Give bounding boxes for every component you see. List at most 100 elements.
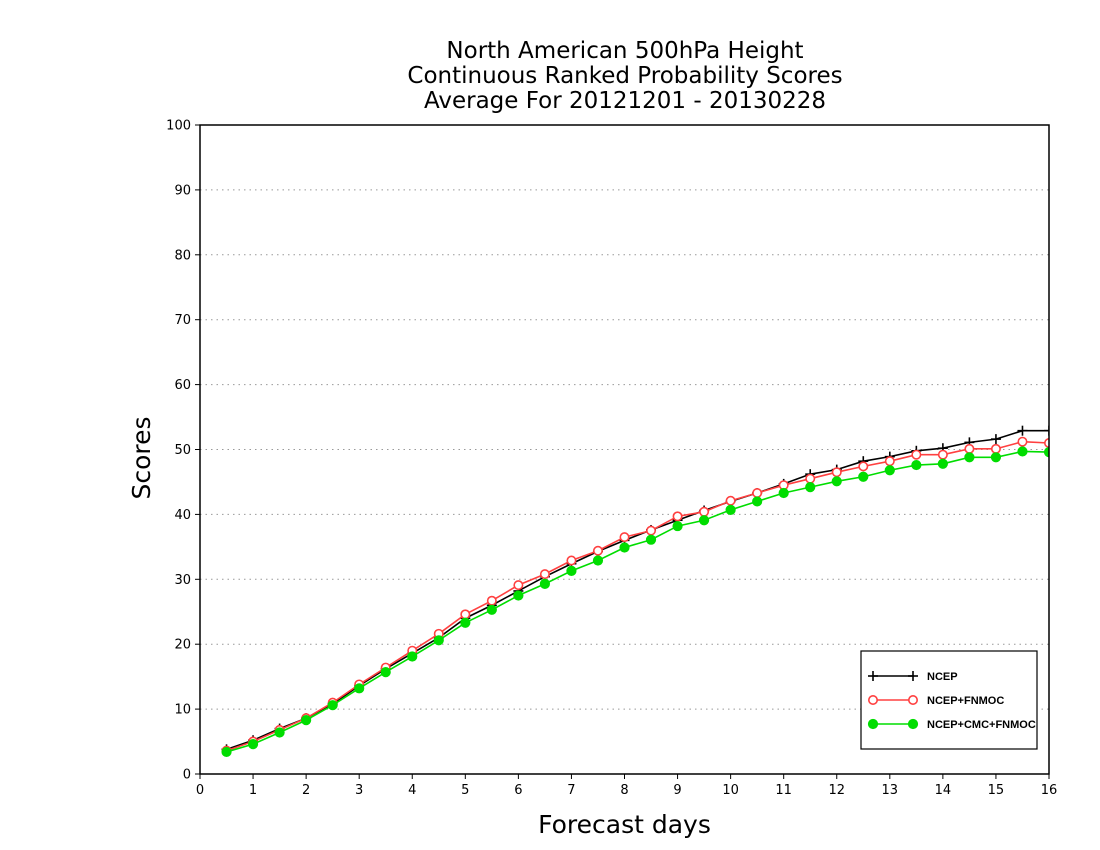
x-tick-label: 7 [567, 783, 575, 798]
data-point [672, 520, 683, 532]
data-point [698, 515, 710, 526]
legend-label: NCEP [927, 671, 958, 683]
data-point [752, 487, 763, 498]
legend-marker [907, 718, 919, 730]
data-point [858, 471, 869, 482]
x-axis-label: Forecast days [538, 810, 711, 839]
data-point [1044, 438, 1049, 449]
data-point [592, 545, 603, 556]
data-point [460, 609, 471, 620]
data-point [831, 476, 842, 487]
legend-label: NCEP+FNMOC [927, 695, 1004, 707]
data-point [486, 595, 497, 606]
data-point [619, 542, 630, 553]
y-axis-label: Scores [127, 416, 156, 499]
y-tick-label: 70 [174, 313, 191, 328]
legend-label: NCEP+CMC+FNMOC [927, 719, 1036, 731]
x-tick-label: 0 [196, 783, 204, 798]
x-tick-label: 1 [249, 783, 257, 798]
y-tick-label: 0 [183, 768, 191, 783]
data-point [858, 461, 869, 472]
data-point [778, 487, 789, 499]
y-tick-label: 20 [174, 638, 191, 653]
data-point [619, 532, 630, 543]
data-point [1043, 446, 1049, 458]
x-tick-label: 4 [408, 783, 416, 798]
data-point [964, 443, 975, 454]
data-point [646, 525, 657, 536]
series-layer [221, 425, 1049, 758]
y-tick-label: 50 [174, 443, 191, 458]
legend: NCEP NCEP+FNMOC NCEP+CMC+FNMOC [860, 650, 1038, 750]
data-point [539, 578, 551, 589]
data-point [539, 569, 550, 580]
data-point [805, 473, 816, 484]
y-tick-label: 100 [166, 119, 191, 134]
data-point [911, 449, 922, 460]
data-point [221, 746, 232, 758]
data-point [380, 667, 391, 678]
data-point [831, 467, 842, 478]
data-point [327, 700, 338, 711]
data-point [354, 683, 365, 694]
legend-item: NCEP+CMC+FNMOC [867, 718, 1036, 731]
y-tick-label: 80 [174, 248, 191, 263]
data-point [247, 739, 259, 750]
legend-marker [867, 718, 879, 730]
data-point [964, 452, 975, 463]
data-point [645, 534, 657, 545]
legend-marker [867, 694, 878, 705]
x-tick-label: 6 [514, 783, 522, 798]
data-point [460, 617, 471, 628]
y-tick-label: 90 [174, 183, 191, 198]
y-tick-label: 10 [174, 703, 191, 718]
legend-marker [907, 694, 918, 705]
data-point [911, 459, 922, 471]
data-point [486, 604, 497, 615]
data-point [937, 449, 948, 460]
data-point [1017, 446, 1028, 457]
x-axis-ticks: 0 1 2 3 4 5 6 7 8 9 10 11 12 13 14 15 16 [196, 774, 1057, 798]
x-tick-label: 10 [722, 783, 739, 798]
y-axis-ticks: 0 10 20 30 40 50 60 70 80 90 100 [166, 119, 200, 783]
chart-title-line: North American 500hPa Height [446, 38, 803, 64]
x-tick-label: 3 [355, 783, 363, 798]
x-tick-label: 14 [935, 783, 952, 798]
data-point [937, 458, 948, 469]
data-point [301, 715, 312, 726]
data-point [513, 580, 524, 591]
data-point [990, 434, 1001, 445]
data-point [672, 511, 683, 522]
x-tick-label: 5 [461, 783, 469, 798]
x-tick-label: 15 [988, 783, 1005, 798]
data-point [513, 590, 524, 601]
series-ncep-cmc-fnmoc [221, 446, 1049, 758]
x-tick-label: 2 [302, 783, 310, 798]
x-tick-label: 12 [828, 783, 845, 798]
data-point [1044, 425, 1049, 436]
data-point [884, 465, 895, 476]
data-point [805, 482, 816, 493]
x-tick-label: 11 [775, 783, 792, 798]
y-tick-label: 40 [174, 508, 191, 523]
data-point [752, 496, 763, 507]
data-point [566, 565, 577, 576]
data-point [725, 504, 736, 515]
y-tick-label: 30 [174, 573, 191, 588]
data-point [990, 452, 1002, 463]
data-point [725, 495, 736, 506]
x-tick-label: 9 [673, 783, 681, 798]
data-point [1017, 425, 1028, 436]
chart-title-line: Average For 20121201 - 20130228 [424, 88, 826, 114]
data-point [433, 635, 444, 646]
data-point [407, 651, 418, 662]
data-point [566, 555, 577, 566]
x-tick-label: 16 [1041, 783, 1058, 798]
data-point [699, 506, 710, 517]
x-tick-label: 8 [620, 783, 628, 798]
data-point [884, 456, 895, 467]
legend-marker [868, 671, 878, 681]
x-tick-label: 13 [882, 783, 899, 798]
